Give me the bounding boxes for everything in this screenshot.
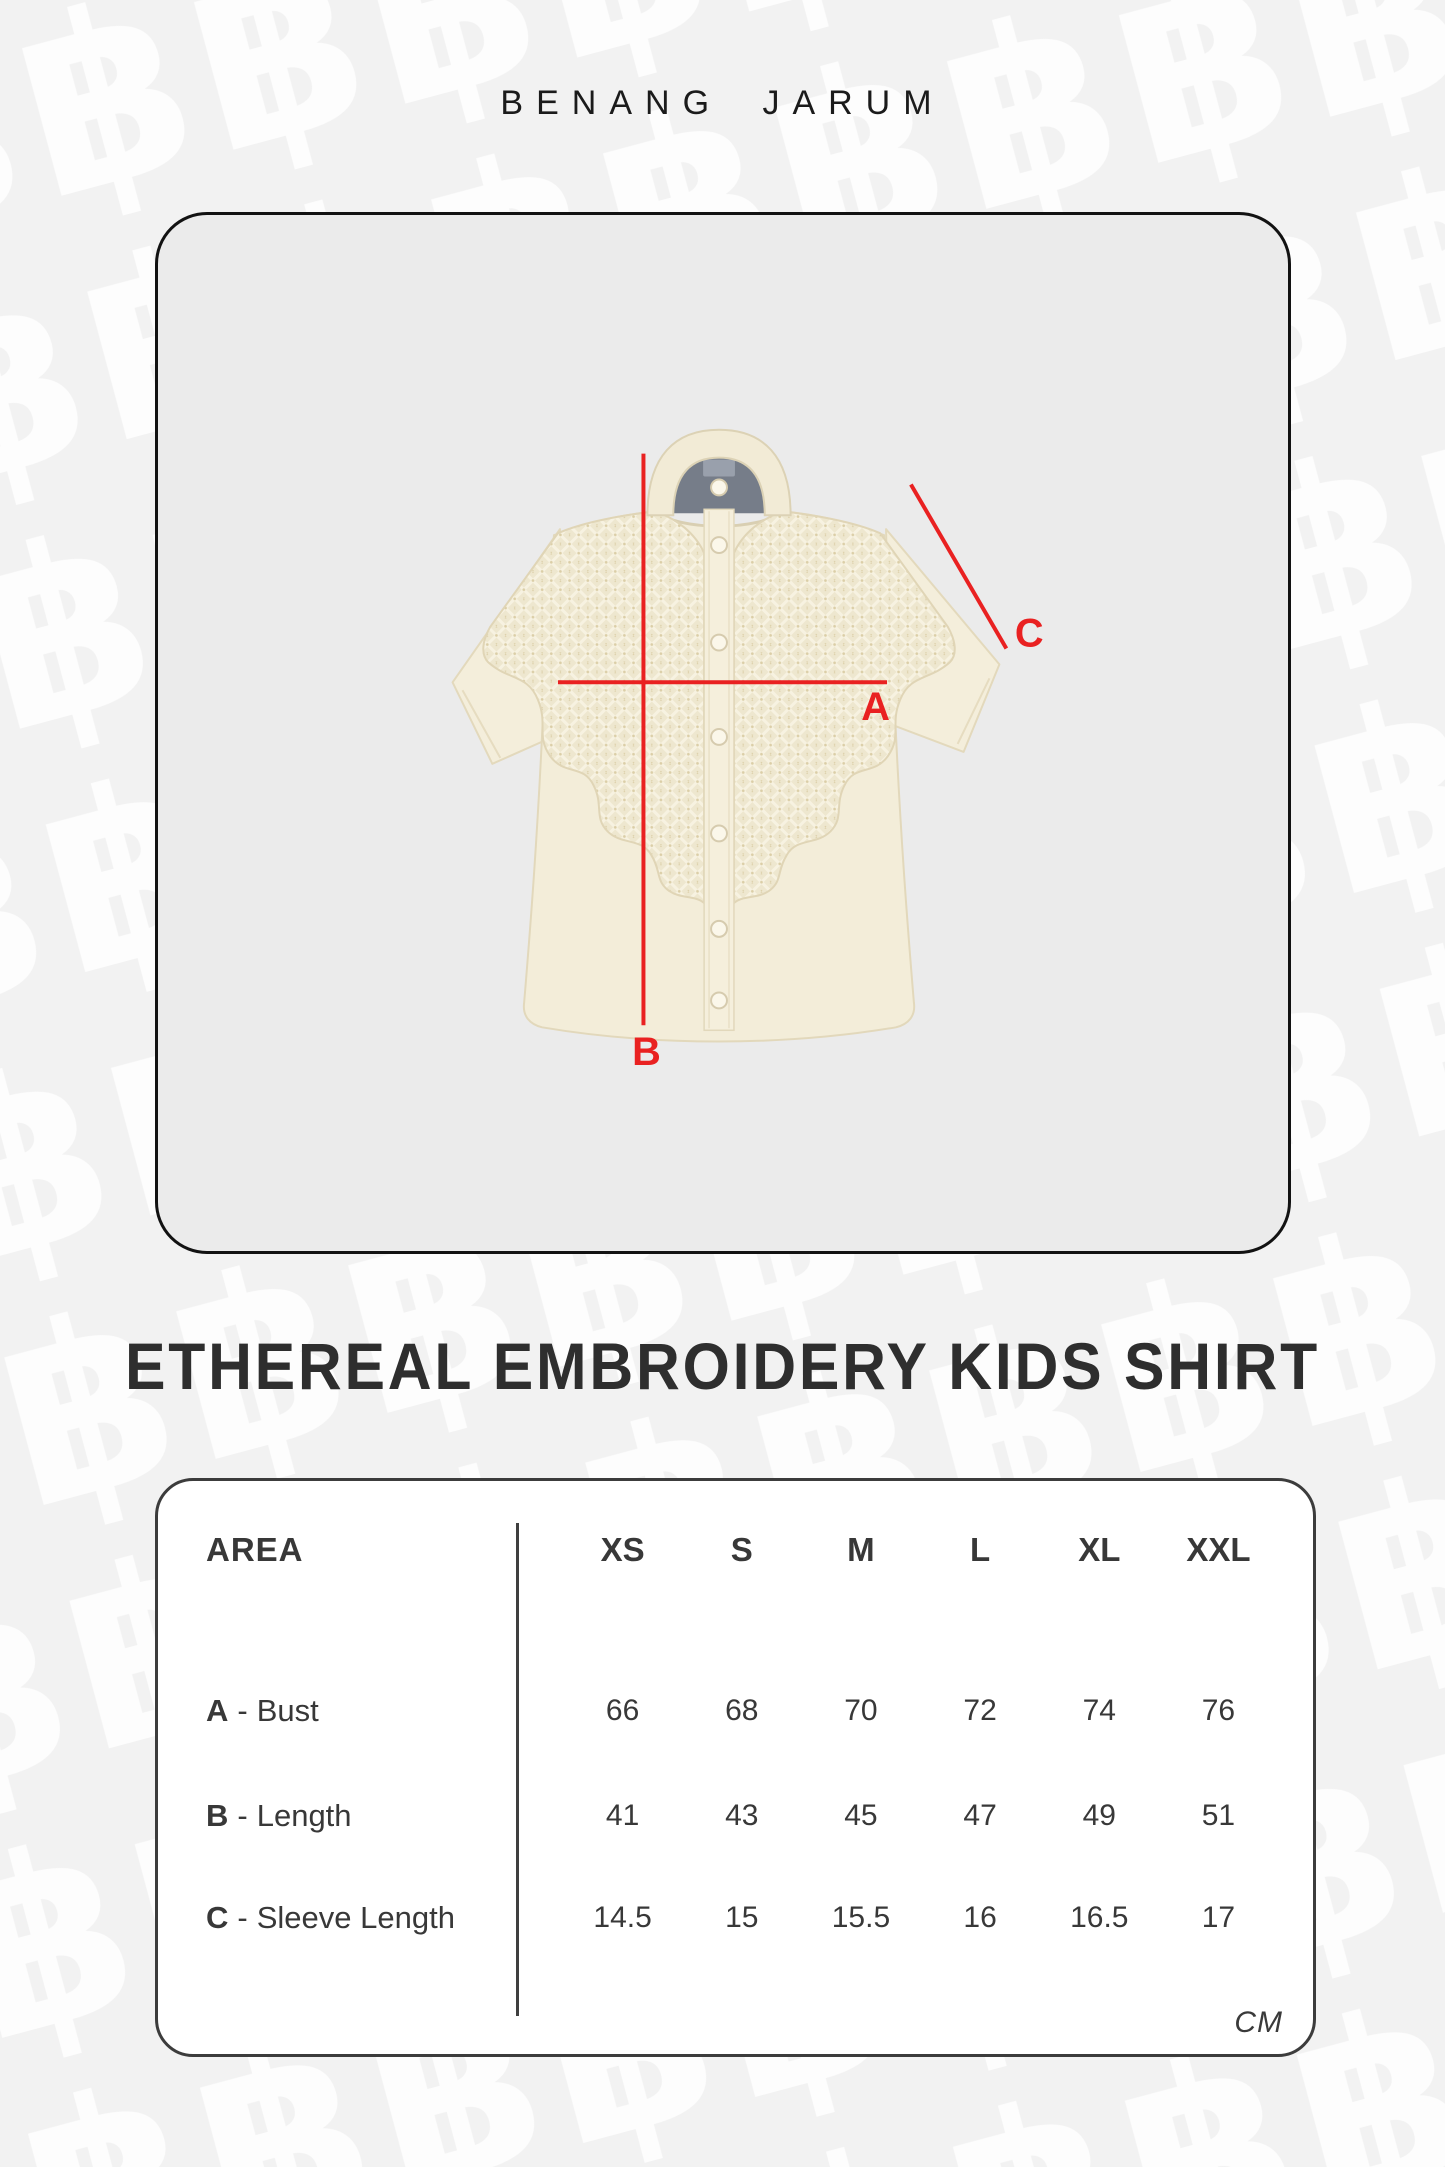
row-key: B [206,1798,229,1833]
size-chart-card: AREA XS S M L XL XXL A - Bust 66 68 70 72 … [155,1478,1316,2057]
row-label: C - Sleeve Length [206,1898,455,1938]
left-embroidery-panel [482,510,706,906]
mandarin-collar [646,428,792,517]
button [710,478,728,497]
shirt-measurement-diagram: A B C [451,428,1044,1075]
size-header-s: S [730,1531,753,1568]
table-cell: 15.5 [831,1901,891,1934]
table-cell: 14.5 [593,1901,652,1934]
button [710,991,728,1010]
left-cuff-fold [461,689,502,759]
neck-label [703,459,735,477]
product-title: ETHEREAL EMBROIDERY KIDS SHIRT [124,1329,1320,1403]
table-cell: 74 [1082,1694,1116,1727]
shirt-diagram-card: A B C [155,212,1291,1254]
table-cell: 15 [725,1901,759,1934]
row-name: Sleeve Length [256,1900,455,1935]
size-header-xs: XS [600,1531,645,1568]
table-cell: 17 [1201,1901,1236,1934]
button [710,919,728,938]
row-separator: - [237,1798,248,1833]
size-header-xxl: XXL [1186,1531,1251,1568]
row-key: C [206,1900,229,1935]
shirt-illustration [451,428,1001,1043]
table-row-length: B - Length 41 43 45 47 49 51 [158,1796,1313,1836]
row-values: 41 43 45 47 49 51 [563,1796,1278,1836]
sleeve-line-c [909,483,1009,650]
row-separator: - [237,1693,248,1728]
size-header-m: M [847,1531,875,1568]
table-cell: 76 [1201,1694,1236,1727]
label-a: A [861,685,890,729]
row-separator: - [237,1900,248,1935]
row-key: A [206,1693,229,1728]
table-cell: 70 [844,1694,878,1727]
size-headers: XS S M L XL XXL [563,1530,1278,1570]
label-c: C [1015,612,1044,656]
table-cell: 51 [1201,1799,1236,1832]
table-cell: 16.5 [1070,1901,1129,1934]
table-cell: 47 [963,1799,997,1832]
table-row-sleeve-length: C - Sleeve Length 14.5 15 15.5 16 16.5 17 [158,1898,1313,1938]
row-values: 66 68 70 72 74 76 [563,1691,1278,1731]
table-cell: 43 [725,1799,759,1832]
product-title-wrap: ETHEREAL EMBROIDERY KIDS SHIRT [0,1328,1445,1404]
table-divider [516,1523,519,2016]
button [710,536,728,555]
unit-label: CM [1234,2006,1283,2039]
row-name: Bust [256,1693,319,1728]
table-cell: 45 [844,1799,878,1832]
measurement-labels: A B C [632,612,1044,1075]
buttons [710,478,728,1010]
measurement-lines [557,453,1009,1026]
placket-stitching [708,511,730,1029]
button [710,824,728,843]
table-cell: 16 [963,1901,997,1934]
table-cell: 66 [605,1694,640,1727]
table-cell: 68 [725,1694,759,1727]
table-cell: 72 [963,1694,997,1727]
size-header-xl: XL [1078,1531,1121,1568]
button [710,728,728,746]
row-name: Length [256,1798,352,1833]
brand-wordmark: BENANG JARUM [500,84,945,122]
right-embroidery-panel [732,510,956,906]
table-header-row: AREA XS S M L XL XXL [158,1530,1313,1570]
row-label: B - Length [206,1796,352,1836]
size-header-l: L [970,1531,991,1568]
area-header: AREA [206,1531,304,1568]
row-values: 14.5 15 15.5 16 16.5 17 [563,1898,1278,1938]
table-cell: 41 [605,1799,640,1832]
table-cell: 49 [1082,1799,1116,1832]
row-label: A - Bust [206,1691,319,1731]
label-b: B [632,1030,661,1074]
button [710,633,728,652]
table-row-bust: A - Bust 66 68 70 72 74 76 [158,1691,1313,1731]
right-cuff-fold [956,677,991,745]
